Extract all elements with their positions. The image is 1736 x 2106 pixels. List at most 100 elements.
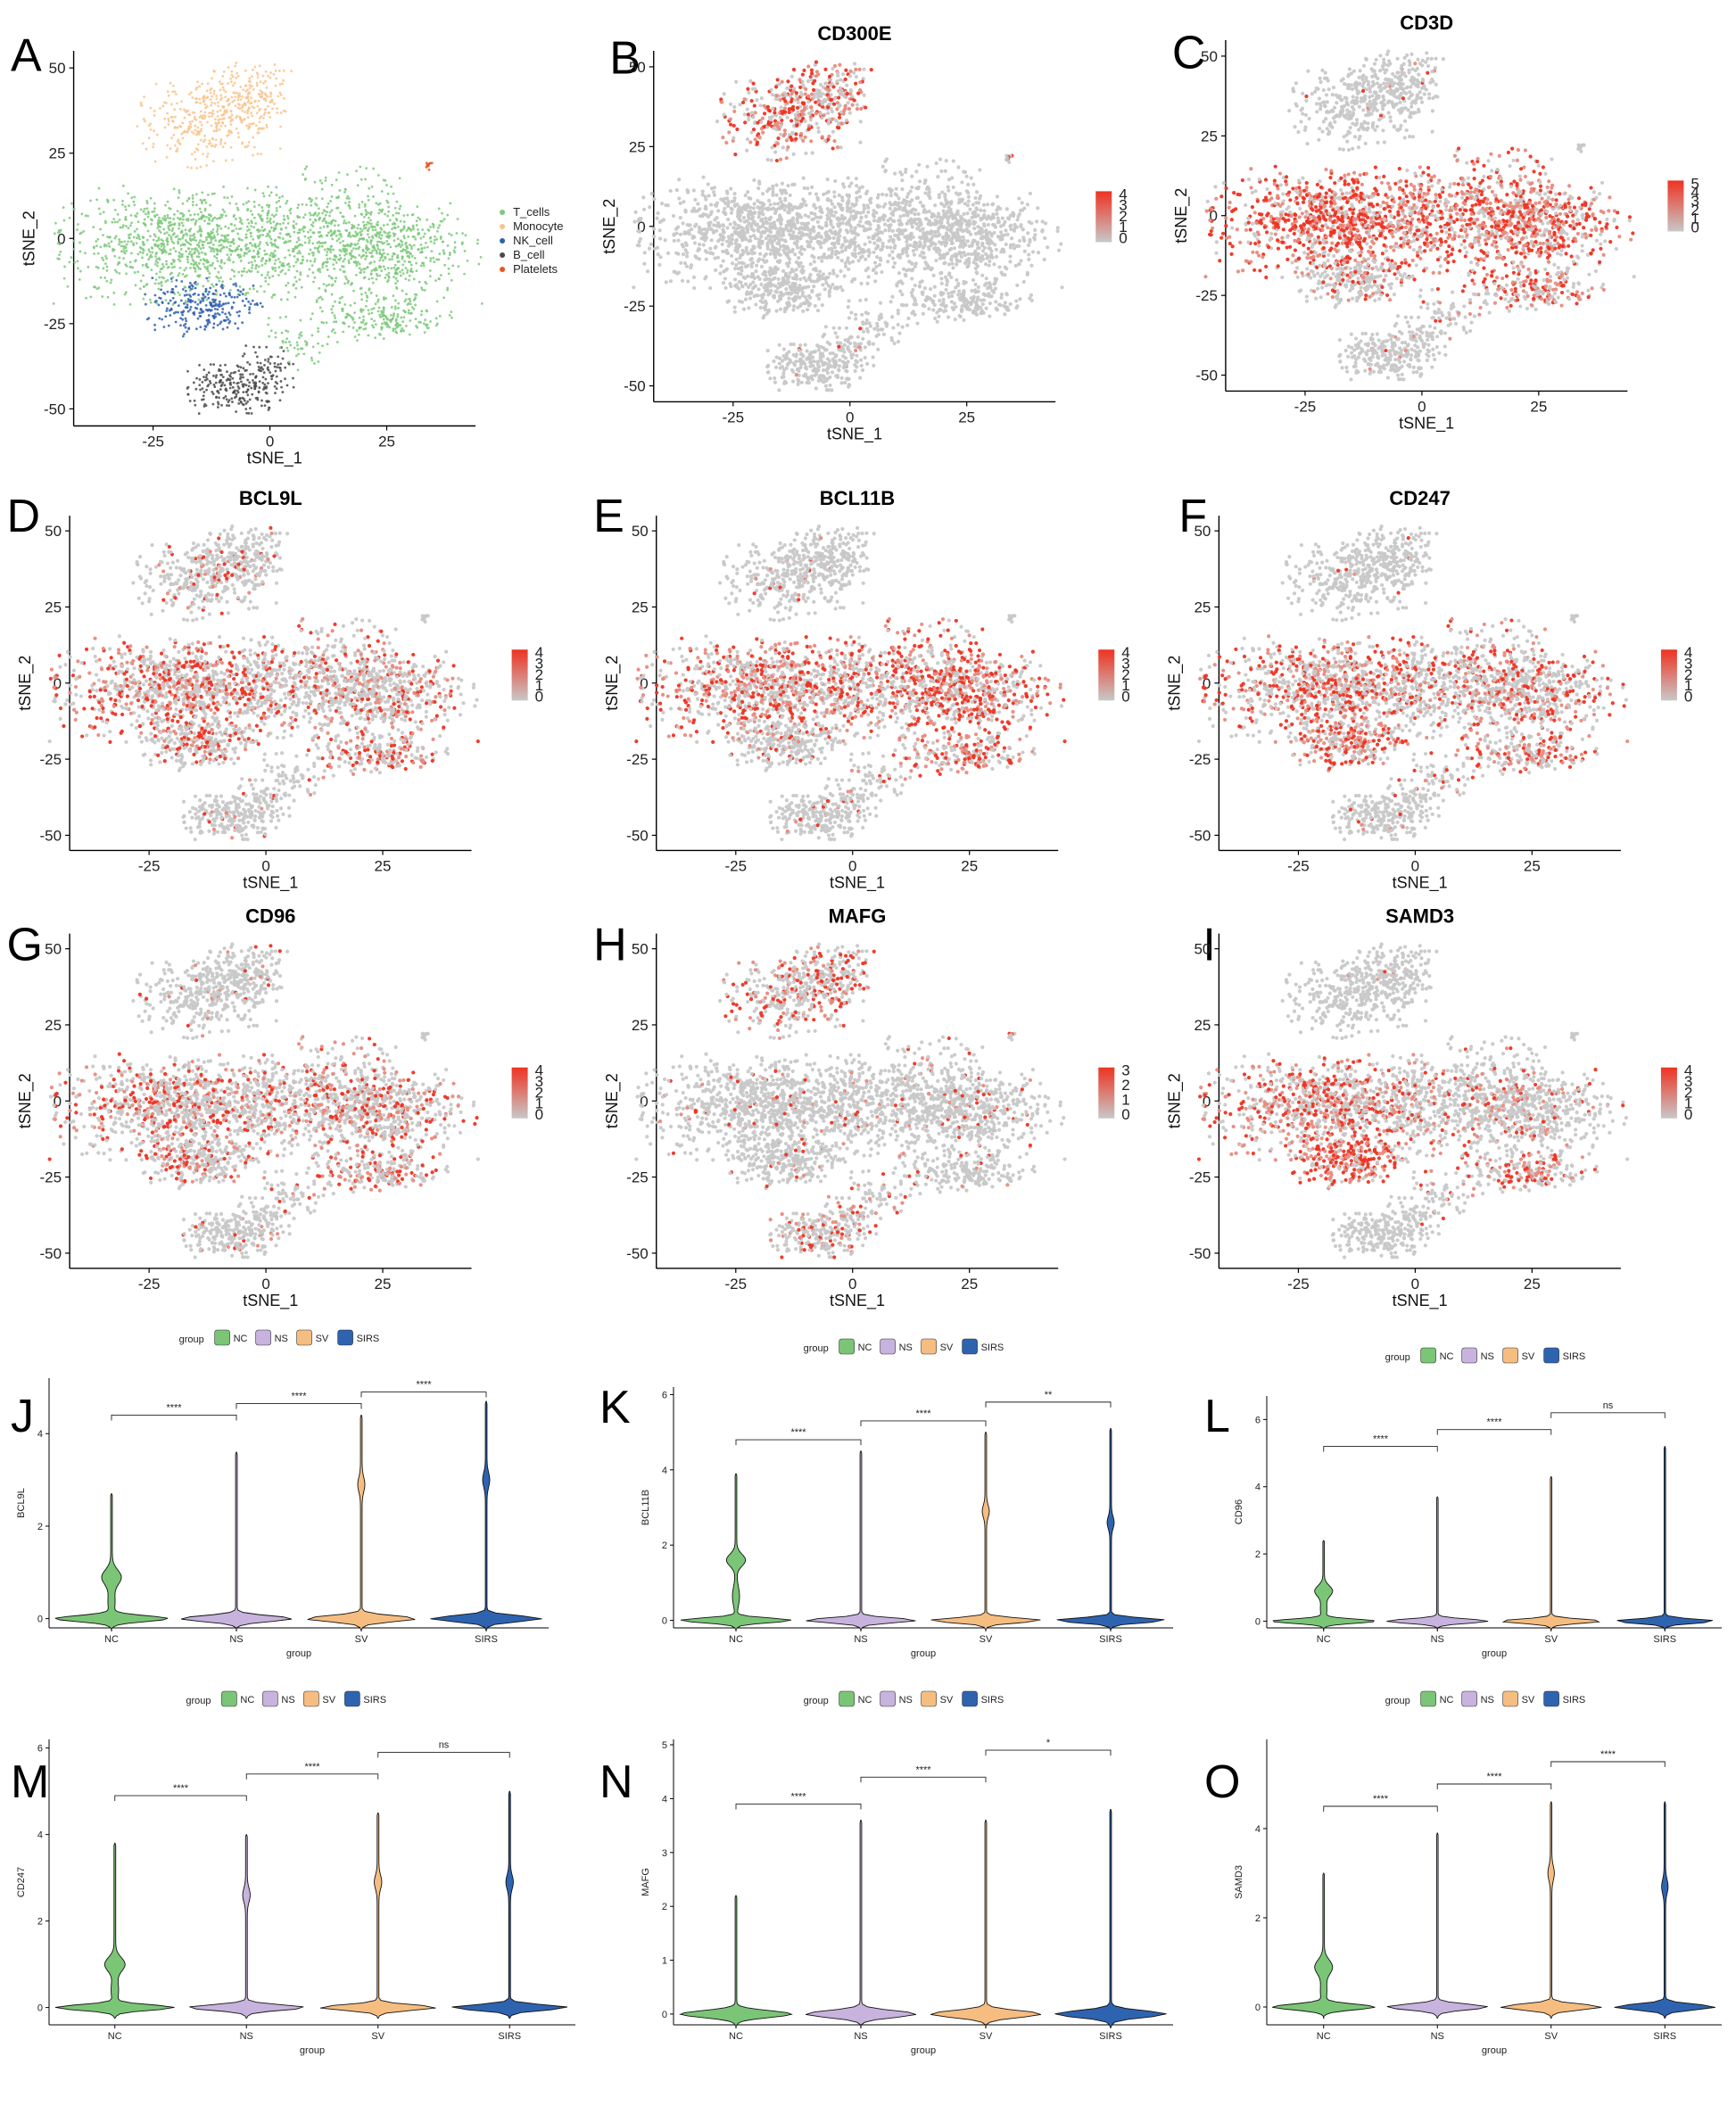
- cell-point: [240, 260, 243, 262]
- cell-point: [153, 207, 156, 210]
- cell-point: [87, 266, 89, 268]
- cell-point: [167, 201, 169, 203]
- cell-point: [476, 239, 479, 242]
- cell-point: [285, 227, 287, 229]
- cell-point: [316, 214, 318, 217]
- cell-point: [251, 123, 253, 126]
- cell-point: [256, 290, 259, 293]
- cell-point: [284, 256, 286, 259]
- cell-point: [182, 137, 185, 140]
- cell-point: [192, 201, 194, 203]
- cell-point: [237, 369, 240, 372]
- cell-point: [451, 265, 454, 268]
- cell-point: [385, 184, 388, 186]
- cell-point: [256, 84, 259, 87]
- cell-point: [154, 255, 157, 258]
- cell-point: [213, 250, 216, 252]
- cell-point: [79, 278, 81, 281]
- cell-point: [136, 234, 139, 236]
- cell-point: [227, 82, 229, 85]
- cell-point: [317, 330, 319, 333]
- cell-point: [856, 103, 859, 106]
- cell-point: [327, 202, 330, 205]
- cell-point: [150, 223, 153, 226]
- cell-point: [161, 263, 164, 266]
- cell-point: [794, 113, 798, 117]
- cell-point: [351, 250, 353, 252]
- cell-point: [746, 87, 749, 91]
- cell-point: [338, 230, 341, 233]
- cell-point: [365, 305, 368, 308]
- cell-point: [777, 128, 781, 131]
- cell-point: [274, 262, 277, 265]
- cell-point: [358, 254, 360, 257]
- cell-point: [160, 288, 162, 291]
- cell-point: [204, 379, 207, 382]
- cell-point: [119, 256, 121, 259]
- cell-point: [365, 252, 368, 254]
- cell-point: [302, 230, 305, 233]
- cell-point: [169, 82, 172, 85]
- cell-point: [209, 272, 211, 275]
- cell-point: [187, 126, 190, 128]
- cell-point: [221, 280, 224, 283]
- cell-point: [335, 219, 337, 222]
- cell-point: [346, 244, 349, 247]
- cell-point: [279, 147, 282, 150]
- cell-point: [194, 158, 197, 161]
- cell-point: [407, 214, 409, 217]
- cell-point: [94, 286, 96, 289]
- cell-point: [156, 227, 159, 229]
- cell-point: [746, 107, 749, 111]
- cell-point: [344, 188, 347, 191]
- cell-point: [377, 247, 380, 250]
- cell-point: [82, 230, 85, 233]
- cell-point: [395, 277, 398, 280]
- cell-point: [169, 221, 172, 224]
- cell-point: [343, 258, 346, 260]
- cell-point: [227, 227, 230, 229]
- cell-point: [233, 99, 236, 102]
- cell-point: [387, 267, 390, 269]
- cell-point: [170, 262, 173, 265]
- cell-point: [224, 142, 227, 145]
- cell-point: [99, 228, 102, 231]
- cell-point: [259, 234, 261, 236]
- cell-point: [236, 233, 239, 235]
- cell-point: [220, 374, 223, 376]
- cell-point: [742, 97, 746, 101]
- cell-point: [321, 188, 324, 191]
- cell-point: [120, 250, 123, 252]
- cell-point: [230, 70, 233, 73]
- cell-point: [388, 277, 391, 279]
- cell-point: [797, 101, 800, 104]
- cell-point: [757, 135, 761, 138]
- cell-point: [370, 272, 373, 275]
- cell-point: [414, 257, 417, 260]
- cell-point: [169, 235, 172, 238]
- cell-point: [153, 110, 156, 112]
- cell-point: [173, 108, 176, 111]
- cell-point: [310, 248, 312, 251]
- cell-point: [408, 279, 410, 282]
- cell-point: [371, 311, 374, 314]
- cell-point: [404, 249, 407, 252]
- cell-point: [144, 208, 146, 211]
- cell-point: [113, 303, 116, 306]
- cell-point: [143, 244, 145, 246]
- cell-point: [128, 227, 130, 229]
- cell-point: [106, 199, 109, 202]
- cell-point: [187, 386, 190, 389]
- cell-point: [368, 277, 370, 280]
- cell-point: [799, 132, 803, 136]
- cell-point: [164, 299, 167, 301]
- cell-point: [776, 202, 780, 205]
- cell-point: [391, 258, 393, 260]
- cell-point: [747, 91, 750, 95]
- cell-point: [275, 336, 277, 339]
- cell-point: [229, 289, 232, 292]
- cell-point: [243, 254, 245, 257]
- cell-point: [219, 217, 221, 219]
- cell-point: [375, 302, 377, 305]
- cell-point: [126, 244, 128, 246]
